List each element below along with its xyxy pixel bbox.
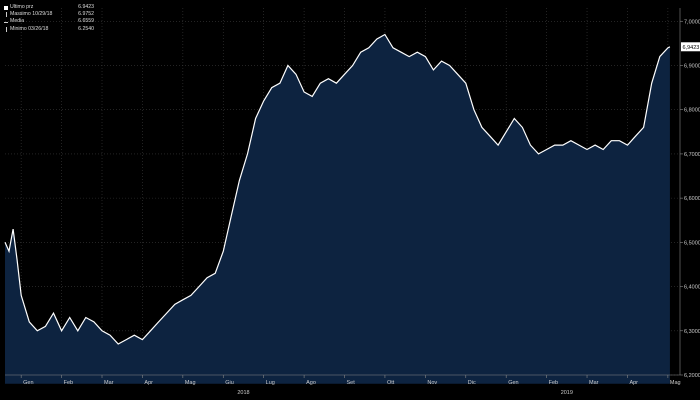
legend-label: Ultimo prz (10, 4, 34, 10)
min-marker-icon (5, 26, 7, 32)
max-marker-icon (5, 12, 7, 18)
y-tick-label: 6,5000 (684, 240, 700, 246)
x-tick-label: Gen (23, 380, 33, 386)
legend-value: 6.2540 (78, 25, 94, 32)
y-axis-ticks: 6,2000 6,3000 6,4000 6,5000 6,6000 6,7000 6,80… (679, 8, 700, 379)
legend-value: 6.9752 (78, 11, 94, 18)
price-line (4, 33, 671, 345)
x-year-label: 2018 (237, 390, 249, 396)
x-tick-label: Gen (508, 380, 518, 386)
x-tick-label: Mar (589, 380, 599, 386)
x-year-label: 2019 (561, 390, 573, 396)
x-tick-label: Mag (670, 380, 681, 386)
x-tick-label: Lug (266, 380, 275, 386)
y-tick-label: 6,8000 (684, 108, 700, 114)
x-tick-label: Apr (629, 380, 638, 386)
x-tick-label: Set (347, 380, 356, 386)
x-tick-label: Ott (387, 380, 395, 386)
x-tick-label: Giu (225, 380, 234, 386)
last-price-swatch-icon (4, 5, 8, 10)
legend-item-last: Ultimo prz 6.9423 (4, 4, 94, 11)
legend-label: Massimo 10/29/18 (10, 11, 53, 18)
y-tick-label: 6,7000 (684, 152, 700, 158)
y-tick-label: 6,9000 (684, 63, 700, 69)
price-area-fill (5, 34, 670, 384)
legend: Ultimo prz 6.9423 Massimo 10/29/18 6.975… (4, 4, 94, 33)
x-tick-label: Apr (144, 380, 153, 386)
x-tick-label: Mag (185, 380, 196, 386)
legend-item-avg: Media 6.6559 (4, 18, 94, 25)
y-tick-label: 6,3000 (684, 329, 700, 335)
legend-item-max: Massimo 10/29/18 6.9752 (4, 11, 94, 18)
y-tick-label: 6,6000 (684, 196, 700, 202)
x-tick-label: Feb (64, 380, 73, 386)
legend-value: 6.6559 (78, 18, 94, 25)
x-tick-label: Ago (306, 380, 316, 386)
y-tick-label: 7,0000 (684, 19, 700, 25)
last-value-text: 6,9423 (683, 45, 700, 51)
legend-label: Media (10, 18, 25, 25)
x-tick-label: Feb (549, 380, 558, 386)
x-tick-label: Dic (468, 380, 476, 386)
x-axis-ticks: Gen Feb Mar Apr Mag Giu Lug Ago Set Ott Nov Dic Gen F… (5, 374, 681, 396)
legend-item-min: Minimo 03/26/18 6.2540 (4, 26, 94, 33)
average-marker-icon (4, 21, 8, 23)
last-value-label: 6,9423 (681, 42, 700, 52)
x-tick-label: Mar (104, 380, 114, 386)
legend-value: 6.9423 (78, 4, 94, 10)
x-tick-label: Nov (427, 380, 437, 386)
y-tick-label: 6,2000 (684, 373, 700, 379)
last-value-box (681, 42, 700, 52)
y-tick-label: 6,4000 (684, 285, 700, 291)
legend-label: Minimo 03/26/18 (10, 25, 49, 32)
